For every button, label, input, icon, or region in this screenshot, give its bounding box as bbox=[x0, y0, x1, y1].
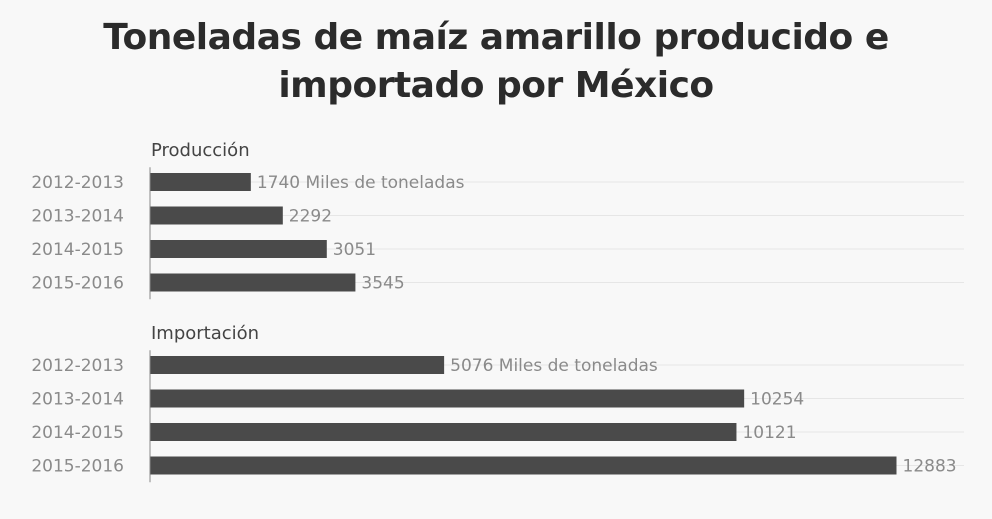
value-label: 1740 Miles de toneladas bbox=[257, 173, 465, 193]
category-label: 2015-2016 bbox=[31, 457, 124, 477]
bar bbox=[150, 273, 356, 292]
category-label: 2013-2014 bbox=[31, 390, 124, 410]
chart-group-0: Producción 2012-2013 1740 Miles de tonelad… bbox=[31, 140, 964, 300]
value-label: 12883 bbox=[903, 457, 957, 477]
bar bbox=[150, 356, 445, 374]
value-label: 10254 bbox=[750, 390, 804, 410]
bar bbox=[150, 240, 327, 258]
category-label: 2012-2013 bbox=[31, 356, 124, 376]
bar bbox=[150, 173, 251, 191]
bar bbox=[150, 206, 283, 225]
bar bbox=[150, 456, 897, 475]
group-title: Importación bbox=[151, 323, 259, 344]
chart-group-1: Importación 2012-2013 5076 Miles de tonela… bbox=[31, 323, 964, 483]
bar bbox=[150, 423, 737, 441]
value-label: 3545 bbox=[361, 274, 404, 294]
category-label: 2014-2015 bbox=[31, 423, 124, 443]
category-label: 2014-2015 bbox=[31, 240, 124, 260]
bar bbox=[150, 389, 745, 408]
value-label: 3051 bbox=[333, 240, 376, 260]
value-label: 10121 bbox=[742, 423, 796, 443]
category-label: 2012-2013 bbox=[31, 173, 124, 193]
category-label: 2015-2016 bbox=[31, 274, 124, 294]
value-label: 5076 Miles de toneladas bbox=[450, 356, 658, 376]
group-title: Producción bbox=[151, 140, 250, 161]
category-label: 2013-2014 bbox=[31, 207, 124, 227]
value-label: 2292 bbox=[289, 207, 332, 227]
chart-title: Toneladas de maíz amarillo producido e i… bbox=[103, 17, 889, 106]
